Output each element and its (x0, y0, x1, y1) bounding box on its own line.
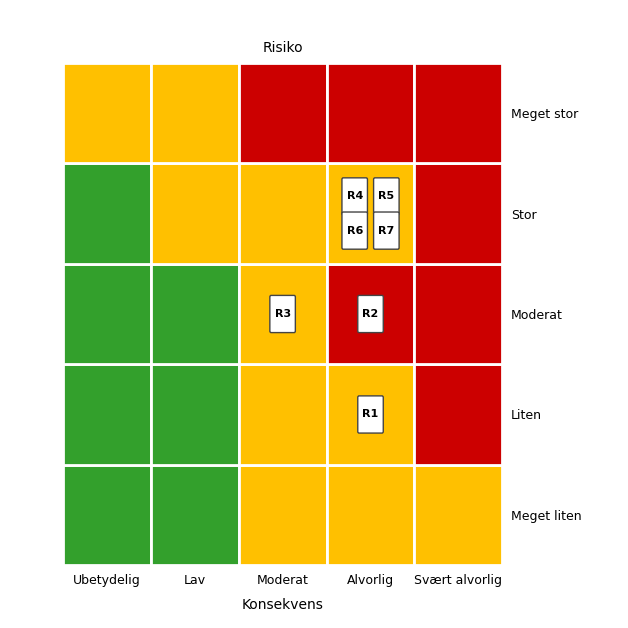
Bar (327, 465, 414, 565)
FancyBboxPatch shape (358, 396, 383, 433)
Title: Risiko: Risiko (263, 41, 303, 55)
Bar (414, 264, 502, 364)
Bar (414, 163, 502, 264)
Bar (327, 264, 414, 364)
Text: R7: R7 (378, 225, 394, 236)
FancyBboxPatch shape (358, 295, 383, 333)
Text: R3: R3 (274, 309, 291, 319)
Bar (239, 465, 327, 565)
Bar (63, 163, 151, 264)
Bar (327, 63, 414, 163)
Text: R4: R4 (347, 192, 363, 202)
Bar (239, 163, 327, 264)
Bar (151, 465, 239, 565)
Bar (151, 163, 239, 264)
Bar (63, 264, 151, 364)
Bar (63, 364, 151, 465)
Bar (239, 63, 327, 163)
Text: R2: R2 (362, 309, 379, 319)
Bar (414, 465, 502, 565)
Bar (239, 264, 327, 364)
FancyBboxPatch shape (342, 178, 367, 215)
Bar (327, 364, 414, 465)
FancyBboxPatch shape (342, 212, 367, 249)
Bar (151, 264, 239, 364)
Text: R1: R1 (362, 409, 379, 420)
Bar (414, 63, 502, 163)
Bar (327, 163, 414, 264)
Bar (414, 364, 502, 465)
X-axis label: Konsekvens: Konsekvens (242, 598, 323, 612)
Bar (63, 465, 151, 565)
FancyBboxPatch shape (374, 212, 399, 249)
FancyBboxPatch shape (270, 295, 295, 333)
Bar (151, 63, 239, 163)
Bar (63, 63, 151, 163)
Text: R6: R6 (347, 225, 363, 236)
Text: R5: R5 (378, 192, 394, 202)
Bar (239, 364, 327, 465)
FancyBboxPatch shape (374, 178, 399, 215)
Bar (151, 364, 239, 465)
